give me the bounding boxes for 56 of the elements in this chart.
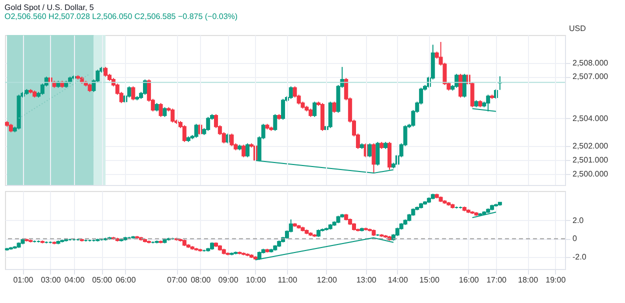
candlestick: [143, 78, 147, 96]
candlestick: [273, 114, 278, 132]
x-tick-label: 11:00: [278, 276, 298, 284]
y-tick-label: 2,504.000: [572, 114, 609, 123]
x-tick-label: 04:00: [64, 276, 86, 284]
x-tick-label: 15:00: [419, 276, 440, 284]
x-tick-label: 07:00: [167, 276, 188, 284]
x-tick-label: 13:00: [356, 276, 377, 284]
y-tick-label: 2,507.000: [572, 72, 609, 82]
y-tick-label: 2,508.000: [572, 58, 609, 68]
x-tick-label: 17:00: [486, 276, 508, 284]
x-tick-label: 01:00: [13, 276, 34, 284]
candlestick: [388, 141, 392, 170]
chart-subtitle: O2,506.560 H2,507.028 L2,506.050 C2,506.585 −0.875 (−0.03%): [4, 12, 238, 21]
candlestick: [332, 101, 336, 114]
candlestick: [170, 108, 175, 123]
y-tick-label: 2.0: [572, 216, 584, 225]
x-tick-label: 12:00: [316, 276, 338, 284]
chart-title: Gold Spot / U.S. Dollar, 5: [4, 3, 94, 12]
x-tick-label: 06:00: [116, 276, 136, 284]
x-tick-label: 19:00: [546, 276, 566, 284]
candlestick: [194, 123, 198, 138]
y-tick-label: 2,502.000: [572, 142, 609, 151]
y-tick-label: 0: [572, 234, 578, 244]
y-axis-title: USD: [569, 24, 586, 33]
candlestick: [104, 66, 108, 78]
candlestick: [288, 86, 293, 100]
x-tick-label: 10:00: [246, 276, 266, 284]
candlestick: [230, 133, 234, 147]
x-tick-label: 09:00: [218, 276, 239, 284]
candlestick: [458, 73, 462, 98]
y-tick-label: 2,500.000: [572, 169, 609, 178]
x-tick-label: 16:00: [458, 276, 480, 284]
candlestick: [127, 86, 132, 98]
candlestick: [376, 141, 380, 166]
candlestick: [372, 142, 376, 173]
candlestick: [182, 124, 186, 142]
candlestick: [328, 101, 332, 129]
candlestick: [162, 106, 167, 118]
x-tick-label: 03:00: [40, 276, 62, 284]
y-tick-label: 2,501.000: [572, 156, 609, 164]
candlestick: [206, 116, 210, 132]
candlestick: [242, 144, 246, 158]
candlestick: [246, 142, 250, 158]
candlestick: [312, 101, 317, 118]
candlestick: [158, 102, 163, 118]
x-tick-label: 08:00: [190, 276, 212, 284]
x-tick-label: 18:00: [518, 276, 539, 284]
y-tick-label: -2.0: [572, 252, 587, 262]
candlestick: [131, 86, 136, 101]
candlestick: [368, 142, 372, 158]
x-tick-label: 05:00: [92, 276, 113, 284]
candlestick: [454, 73, 459, 88]
candlestick: [462, 73, 466, 98]
x-tick-label: 14:00: [388, 276, 408, 284]
candlestick: [281, 98, 286, 120]
